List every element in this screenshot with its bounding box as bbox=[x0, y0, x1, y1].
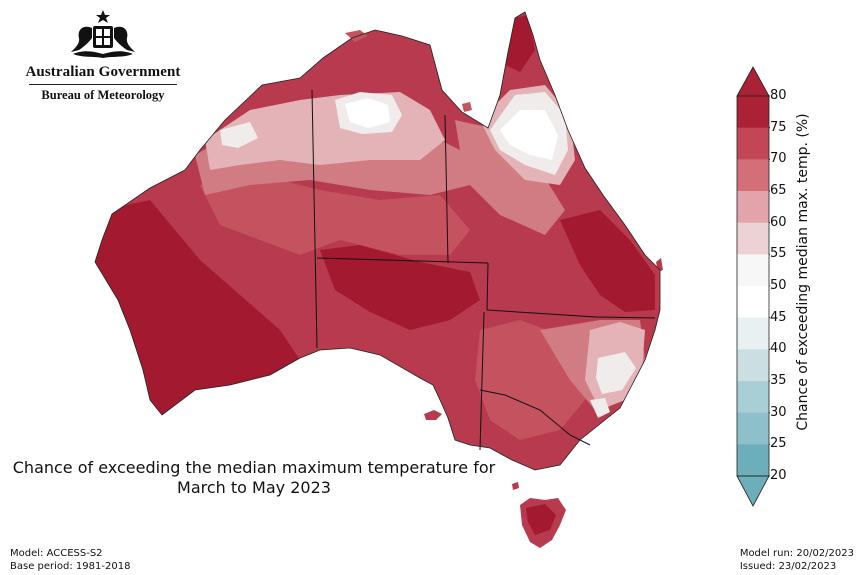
colorbar-tick-label: 50 bbox=[770, 278, 787, 293]
region-65-70-east bbox=[455, 120, 565, 235]
map-title-line2: March to May 2023 bbox=[177, 478, 331, 497]
colorbar bbox=[736, 66, 770, 507]
bass-strait-island bbox=[512, 482, 519, 490]
australia-probability-map bbox=[94, 11, 663, 548]
coat-of-arms-icon bbox=[71, 10, 135, 58]
colorbar-segment bbox=[737, 96, 769, 129]
colorbar-segment bbox=[737, 159, 769, 192]
colorbar-tick-label: 45 bbox=[770, 309, 787, 325]
model-label: Model: ACCESS-S2 bbox=[10, 548, 103, 559]
base-period-label: Base period: 1981-2018 bbox=[10, 561, 131, 572]
colorbar-tick-label: 60 bbox=[770, 214, 787, 230]
government-logo: Australian Government Bureau of Meteorol… bbox=[18, 8, 188, 103]
colorbar-lower-arrow bbox=[736, 475, 770, 507]
logo-divider bbox=[29, 84, 177, 85]
tasmania-dark bbox=[526, 504, 556, 535]
region-darkest-centre bbox=[320, 245, 480, 330]
colorbar-segment bbox=[737, 222, 769, 255]
colorbar-segment bbox=[737, 349, 769, 382]
colorbar-tick-label: 80 bbox=[770, 88, 787, 103]
colorbar-segment bbox=[737, 317, 769, 350]
fraser-island bbox=[656, 258, 663, 272]
colorbar-segment bbox=[737, 412, 769, 445]
region-70-75 bbox=[200, 175, 470, 255]
colorbar-segment bbox=[737, 444, 769, 477]
colorbar-tick-label: 65 bbox=[770, 183, 787, 198]
colorbar-tick-label: 75 bbox=[770, 119, 787, 135]
colorbar-segment bbox=[737, 191, 769, 224]
colorbar-segment bbox=[737, 127, 769, 160]
footer-model-info: Model: ACCESS-S2 Base period: 1981-2018 bbox=[10, 547, 130, 573]
model-run-label: Model run: 20/02/2023 bbox=[739, 548, 854, 559]
map-title-line1: Chance of exceeding the median maximum t… bbox=[12, 458, 496, 477]
region-50-55-qld bbox=[500, 110, 558, 160]
kangaroo-island bbox=[424, 410, 442, 420]
colorbar-tick-label: 35 bbox=[770, 373, 787, 388]
colorbar-segment bbox=[737, 381, 769, 414]
colorbar-upper-arrow bbox=[736, 66, 770, 97]
colorbar-segment bbox=[737, 286, 769, 319]
issued-label: Issued: 23/02/2023 bbox=[739, 561, 837, 572]
map-title: Chance of exceeding the median maximum t… bbox=[0, 458, 508, 498]
colorbar-tick-label: 20 bbox=[770, 468, 787, 483]
colorbar-tick-label: 30 bbox=[770, 404, 787, 420]
government-title: Australian Government bbox=[25, 64, 181, 80]
colorbar-segment bbox=[737, 254, 769, 287]
bureau-name: Bureau of Meteorology bbox=[41, 88, 165, 102]
region-55-60-wa bbox=[220, 122, 258, 148]
colorbar-tick-label: 55 bbox=[770, 246, 787, 262]
region-55-60-nsw bbox=[596, 352, 636, 394]
colorbar-tick-label: 70 bbox=[770, 151, 787, 167]
region-55-60-nsw-2 bbox=[590, 398, 610, 418]
colorbar-axis-label-text: Chance of exceeding median max. temp. (%… bbox=[795, 113, 811, 431]
colorbar-tick-label: 25 bbox=[770, 436, 787, 452]
region-darkest-east bbox=[560, 210, 655, 312]
groote-island bbox=[462, 102, 472, 112]
melville-island bbox=[345, 30, 368, 42]
region-50-55-nt bbox=[345, 98, 390, 128]
footer-issue-info: Model run: 20/02/2023 Issued: 23/02/2023 bbox=[740, 547, 854, 573]
mainland-outline bbox=[94, 11, 661, 471]
colorbar-tick-label: 40 bbox=[770, 341, 787, 357]
state-borders bbox=[311, 89, 656, 451]
